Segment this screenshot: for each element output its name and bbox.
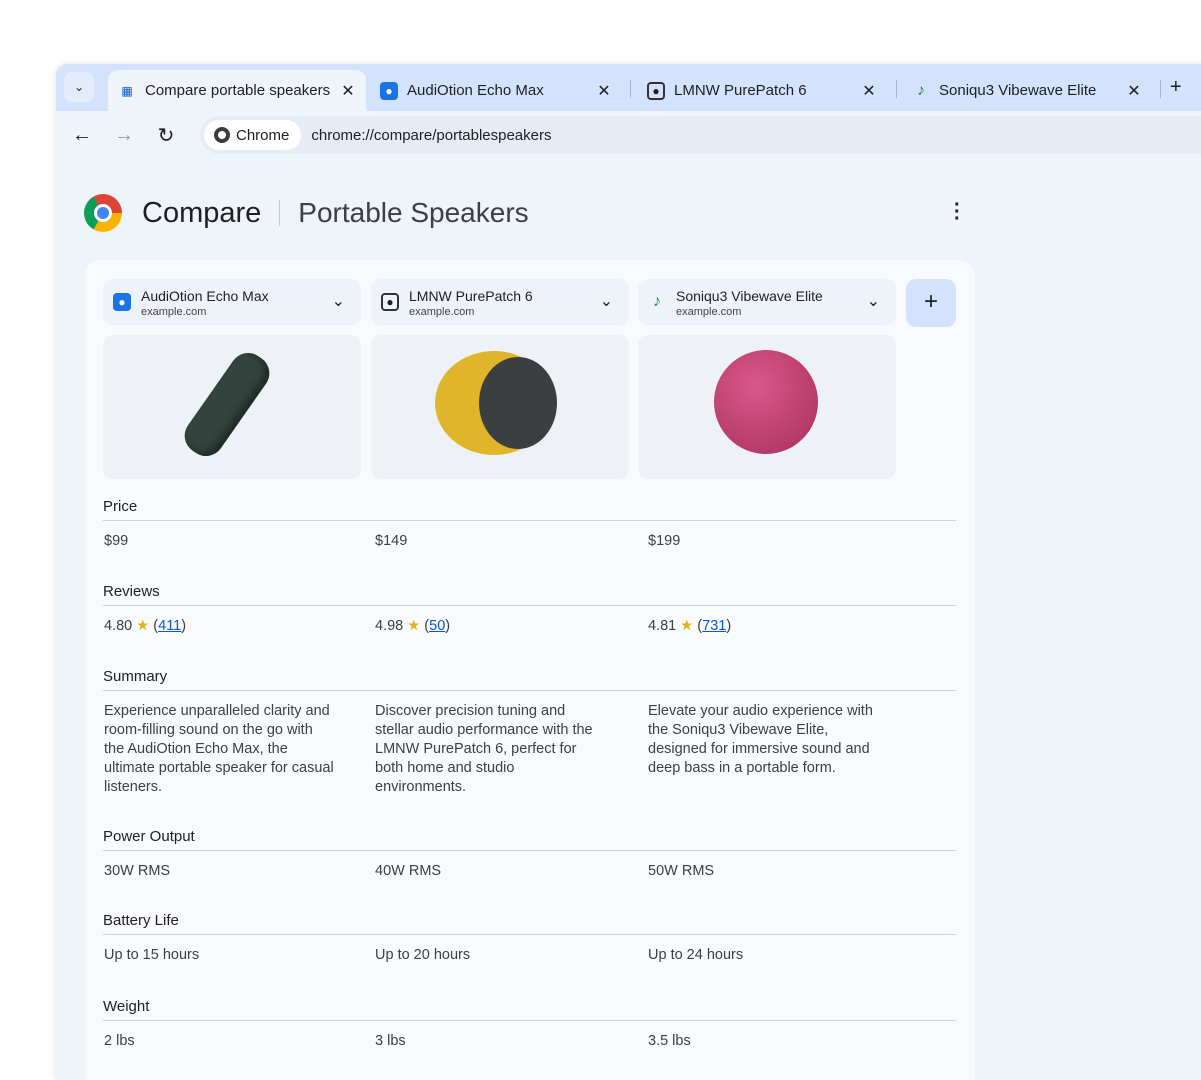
tab-search-button[interactable]: ⌄: [64, 72, 94, 102]
cell-value: $99: [104, 533, 129, 549]
review-count-link[interactable]: 411: [158, 618, 182, 634]
music-note-icon: ♪: [653, 293, 661, 310]
omnibox[interactable]: Chrome chrome://compare/portablespeakers: [200, 116, 1201, 154]
comparison-table: ● AudiOtion Echo Max example.com ⌄ ● LMN…: [85, 260, 975, 1080]
tab-compare[interactable]: ▦ Compare portable speakers ✕: [108, 70, 366, 111]
page-title: Compare: [142, 196, 262, 229]
section-summary: Summary Experience unparalleled clarity a…: [103, 668, 956, 795]
cell-value: Elevate your audio experience with the S…: [648, 703, 873, 776]
add-product-button[interactable]: +: [906, 279, 956, 327]
browser-window: ⌄ ▦ Compare portable speakers ✕ ● AudiOt…: [56, 64, 1201, 1080]
cell-value: 30W RMS: [104, 863, 171, 879]
tab-audiotion[interactable]: ● AudiOtion Echo Max ✕: [370, 70, 622, 111]
music-note-icon: ♪: [917, 81, 925, 99]
review-value: 4.98 ★ (50): [375, 618, 451, 634]
speaker-icon: ●: [113, 293, 131, 311]
chevron-down-icon: ⌄: [331, 293, 345, 310]
product-selector[interactable]: ● AudiOtion Echo Max example.com ⌄: [103, 279, 361, 325]
new-tab-button[interactable]: +: [1170, 76, 1182, 98]
cell-value: $149: [375, 533, 408, 549]
review-count-link[interactable]: 731: [702, 618, 727, 634]
speaker-icon: ●: [647, 81, 665, 100]
star-icon: ★: [407, 618, 421, 634]
tab-strip: ⌄ ▦ Compare portable speakers ✕ ● AudiOt…: [56, 64, 1201, 111]
forward-button[interactable]: →: [114, 123, 134, 146]
cell-value: Up to 15 hours: [104, 947, 200, 963]
section-battery-life: Battery Life Up to 15 hours Up to 20 hours…: [103, 912, 956, 963]
chrome-logo-icon: [84, 194, 122, 232]
chevron-down-icon: ⌄: [866, 293, 880, 310]
section-reviews: Reviews 4.80 ★ (411) 4.98 ★ (50) 4.81 ★ (73…: [103, 583, 956, 634]
page-subtitle: Portable Speakers: [298, 197, 529, 228]
more-options-icon[interactable]: · · ·: [954, 194, 961, 230]
review-count-link[interactable]: 50: [429, 618, 446, 634]
section-weight: Weight 2 lbs 3 lbs 3.5 lbs: [103, 998, 956, 1049]
compare-icon: ▦: [121, 83, 133, 98]
section-power-output: Power Output 30W RMS 40W RMS 50W RMS: [103, 828, 956, 879]
product-selector[interactable]: ● LMNW PurePatch 6 example.com ⌄: [371, 279, 629, 325]
cell-value: 3 lbs: [375, 1033, 406, 1049]
section-label: Summary: [103, 668, 168, 685]
product-selector[interactable]: ♪ Soniqu3 Vibewave Elite example.com ⌄: [638, 279, 896, 325]
reload-button[interactable]: ↻: [157, 124, 175, 147]
chevron-down-icon: ⌄: [599, 293, 613, 310]
url-text[interactable]: chrome://compare/portablespeakers: [311, 126, 552, 144]
review-value: 4.80 ★ (411): [104, 618, 187, 634]
section-label: Reviews: [103, 583, 160, 600]
cell-value: 50W RMS: [648, 863, 715, 879]
close-icon[interactable]: ✕: [862, 82, 876, 100]
back-button[interactable]: ←: [72, 123, 92, 146]
product-image: [638, 335, 896, 479]
toolbar: ← → ↻ Chrome chrome://compare/portablesp…: [56, 111, 1201, 159]
cell-value: 40W RMS: [375, 863, 442, 879]
section-label: Weight: [103, 998, 150, 1015]
page-header: Compare Portable Speakers: [84, 194, 529, 232]
close-icon[interactable]: ✕: [1127, 82, 1141, 100]
cell-value: Discover precision tuning and stellar au…: [375, 703, 593, 795]
cell-value: 3.5 lbs: [648, 1033, 691, 1049]
product-image: [103, 335, 361, 479]
cell-value: Experience unparalleled clarity and room…: [104, 703, 334, 795]
cell-value: Up to 20 hours: [375, 947, 471, 963]
section-price: Price $99 $149 $199: [103, 498, 956, 549]
speaker-icon: ●: [380, 81, 398, 100]
site-chip[interactable]: Chrome: [204, 120, 302, 150]
tab-soniqu3[interactable]: ♪ Soniqu3 Vibewave Elite ✕: [902, 70, 1152, 111]
chevron-down-icon: ⌄: [73, 80, 85, 94]
close-icon[interactable]: ✕: [597, 82, 611, 100]
section-label: Price: [103, 498, 138, 515]
star-icon: ★: [680, 618, 694, 634]
cell-value: Up to 24 hours: [648, 947, 744, 963]
star-icon: ★: [136, 618, 150, 634]
chrome-icon: [214, 127, 230, 143]
cell-value: $199: [648, 533, 681, 549]
speaker-icon: ●: [381, 293, 399, 311]
review-value: 4.81 ★ (731): [648, 618, 732, 634]
tab-lmnw[interactable]: ● LMNW PurePatch 6 ✕: [637, 70, 887, 111]
product-image: [371, 335, 629, 479]
cell-value: 2 lbs: [104, 1033, 135, 1049]
section-label: Power Output: [103, 828, 195, 845]
section-label: Battery Life: [103, 912, 179, 929]
close-icon[interactable]: ✕: [341, 82, 355, 100]
